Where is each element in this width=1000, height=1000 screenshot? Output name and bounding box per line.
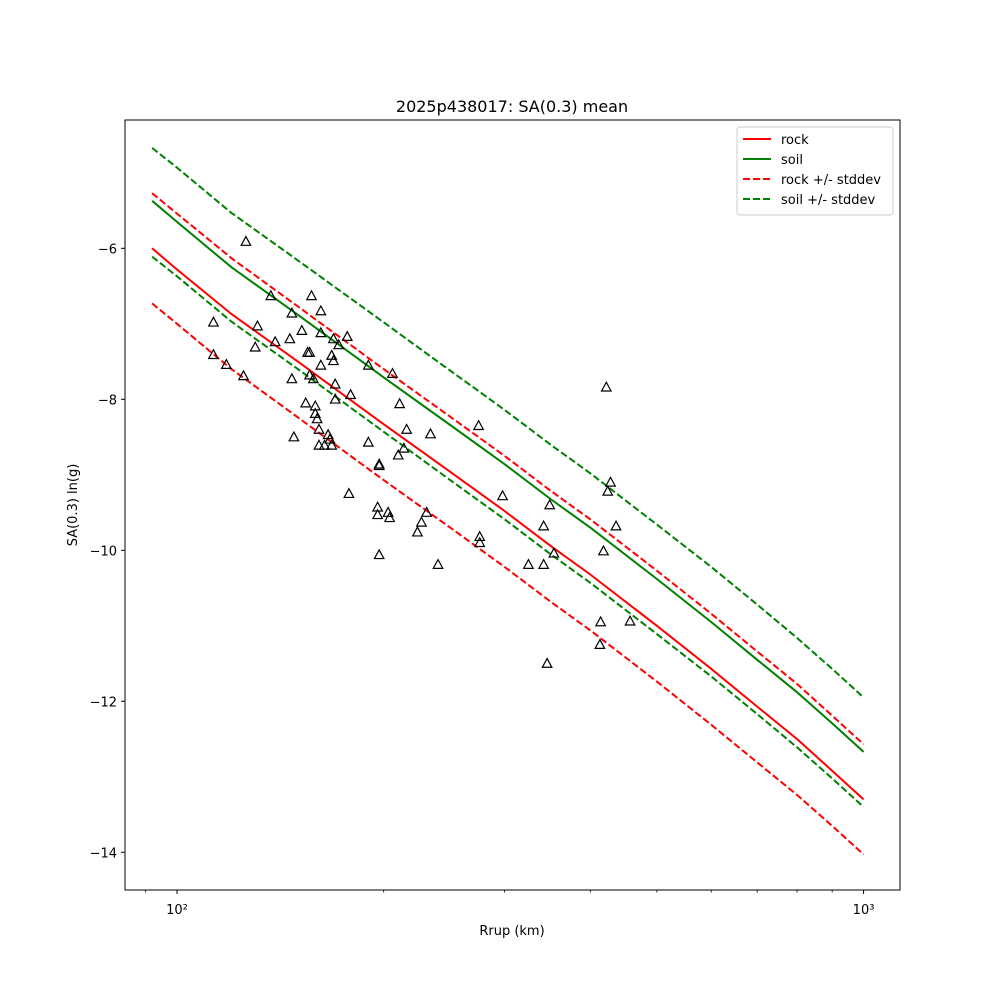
observation-point [299,396,312,408]
chart-marks [151,147,865,856]
series-line-rock-stddev-3 [151,302,865,856]
observation-point [344,388,357,400]
series-line-soil-stddev-4 [151,147,865,699]
observation-point [343,487,355,499]
observation-point [496,489,509,501]
observation-point [240,235,252,246]
y-tick-label: −10 [90,544,117,559]
observation-point [318,439,331,450]
x-axis-label: Rrup (km) [479,924,544,939]
x-tick-label: 10³ [853,903,875,918]
observation-point [597,544,610,556]
chart-title: 2025p438017: SA(0.3) mean [396,97,628,116]
observation-point [303,346,316,357]
observation-point [237,369,250,381]
observation-point [329,393,341,404]
legend-label: soil +/- stddev [781,193,876,208]
observation-point [284,332,296,344]
observation-point [473,536,486,548]
y-tick-label: −12 [90,695,117,710]
legend: rock soil rock +/- stddev soil +/- stddev [736,126,894,216]
observation-point [315,304,327,316]
observation-point [600,380,613,392]
legend-label: rock [781,133,809,148]
x-tick-label: 10² [166,903,188,918]
observation-point [313,439,325,450]
observation-point [207,348,220,360]
observation-point [537,558,550,569]
observation-point [315,359,327,370]
observation-point [327,332,340,344]
legend-box [736,126,894,216]
observation-point [432,558,444,569]
y-tick-label: −6 [98,242,117,257]
plot-frame [124,119,901,891]
observation-point [601,485,614,496]
observation-point [207,316,220,327]
observation-point [286,306,298,318]
legend-label: soil [781,153,803,168]
observation-point [472,419,485,431]
observation-point [341,330,353,342]
observation-point [332,338,345,350]
observation-point [315,326,327,338]
observation-point [594,615,607,627]
observation-point [383,511,396,523]
observation-point [548,547,560,558]
observation-point [296,324,308,335]
observation-point [543,498,556,510]
observation-point [311,412,323,424]
observation-point [265,289,277,301]
observation-point [420,506,433,517]
observation-point [473,530,486,542]
observation-point [594,638,606,650]
observation-point [313,423,325,434]
y-tick-label: −14 [90,846,117,861]
observation-point [362,359,375,370]
axes: −14 −12 −10 −8 −6 10² 10³ [90,242,875,918]
observation-point [522,558,535,569]
observation-point [327,354,340,366]
observation-point [325,439,338,450]
observation-point [288,430,300,442]
observation-point [371,508,384,520]
observation-point [303,368,316,380]
observation-point [424,427,437,439]
observation-point [537,519,550,531]
observation-point [624,614,636,626]
series-line-soil-stddev-5 [151,255,865,808]
observation-point [386,367,399,378]
series-line-rock-stddev-2 [151,192,865,746]
observation-point [373,548,385,560]
observation-point [541,657,553,668]
observation-point [610,519,622,531]
observation-point [400,423,413,434]
observation-point [251,319,264,331]
legend-label: rock +/- stddev [781,173,881,188]
observation-point [393,397,406,409]
observation-point [373,457,385,469]
observation-point [411,525,424,537]
observation-point [362,436,375,447]
observation-point [392,448,404,460]
series-line-soil-1 [151,200,865,753]
observation-point [249,340,261,352]
observation-point [604,476,617,487]
observation-point [398,442,410,453]
observation-point [269,335,281,347]
y-axis-label: SA(0.3) ln(g) [66,464,81,547]
observation-point [373,459,385,471]
observation-point [286,372,298,384]
observation-point [305,289,318,301]
observation-point [220,358,233,369]
observation-point [329,377,341,389]
y-tick-label: −8 [98,393,117,408]
observation-point [415,516,428,527]
observation-point [307,372,320,384]
